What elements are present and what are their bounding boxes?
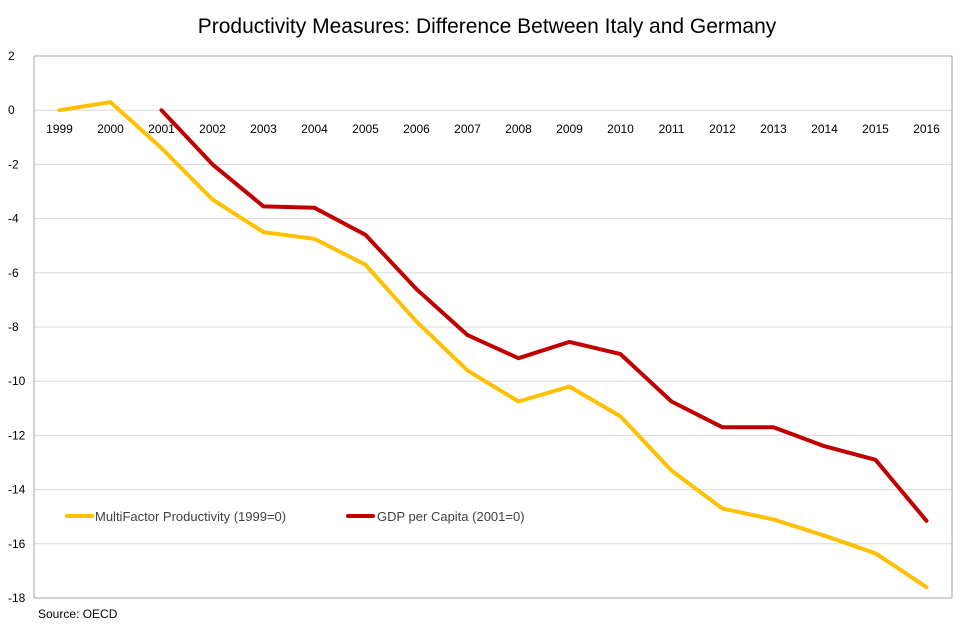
x-tick-label: 2009 — [556, 122, 583, 136]
chart-title: Productivity Measures: Difference Betwee… — [198, 15, 777, 38]
x-tick-label: 2007 — [454, 122, 481, 136]
legend-item-multifactor: MultiFactor Productivity (1999=0) — [65, 509, 286, 524]
x-tick-label: 2001 — [148, 122, 175, 136]
y-tick-label: 2 — [8, 49, 15, 63]
y-tick-label: -14 — [8, 483, 26, 497]
x-axis-ticks: 1999 2000 2001 2002 2003 2004 2005 2006 2007 2008… — [46, 122, 940, 136]
x-tick-label: 2012 — [709, 122, 736, 136]
x-tick-label: 2008 — [505, 122, 532, 136]
x-tick-label: 2002 — [199, 122, 226, 136]
x-tick-label: 2011 — [659, 122, 685, 136]
y-tick-label: -4 — [8, 212, 19, 226]
y-tick-label: -16 — [8, 537, 26, 551]
x-tick-label: 2016 — [913, 122, 940, 136]
x-tick-label: 2015 — [862, 122, 889, 136]
legend: MultiFactor Productivity (1999=0) GDP pe… — [65, 509, 525, 524]
y-tick-label: -6 — [8, 266, 19, 280]
y-tick-label: -2 — [8, 157, 19, 171]
x-tick-label: 2013 — [760, 122, 787, 136]
series-lines — [57, 100, 929, 590]
y-tick-label: -18 — [8, 591, 26, 605]
x-tick-label: 2000 — [97, 122, 124, 136]
series-line-gdp-per-capita — [159, 108, 929, 523]
plot-area — [33, 55, 953, 599]
legend-label-multifactor: MultiFactor Productivity (1999=0) — [95, 509, 286, 524]
source-note: Source: OECD — [38, 607, 118, 621]
x-tick-label: 2014 — [811, 122, 838, 136]
x-tick-label: 2004 — [301, 122, 328, 136]
y-tick-label: 0 — [8, 103, 15, 117]
y-tick-label: -12 — [8, 428, 26, 442]
series-line-multifactor-productivity — [57, 100, 929, 590]
y-tick-label: -8 — [8, 320, 19, 334]
legend-item-gdp: GDP per Capita (2001=0) — [346, 509, 525, 524]
x-tick-label: 2003 — [250, 122, 277, 136]
gridlines — [34, 109, 952, 545]
x-tick-label: 2006 — [403, 122, 430, 136]
y-axis-ticks: 2 0 -2 -4 -6 -8 -10 -12 -14 -16 -18 — [8, 49, 26, 605]
x-tick-label: 2005 — [352, 122, 379, 136]
x-tick-label: 1999 — [46, 122, 73, 136]
y-tick-label: -10 — [8, 374, 26, 388]
x-tick-label: 2010 — [607, 122, 634, 136]
legend-label-gdp: GDP per Capita (2001=0) — [377, 509, 525, 524]
